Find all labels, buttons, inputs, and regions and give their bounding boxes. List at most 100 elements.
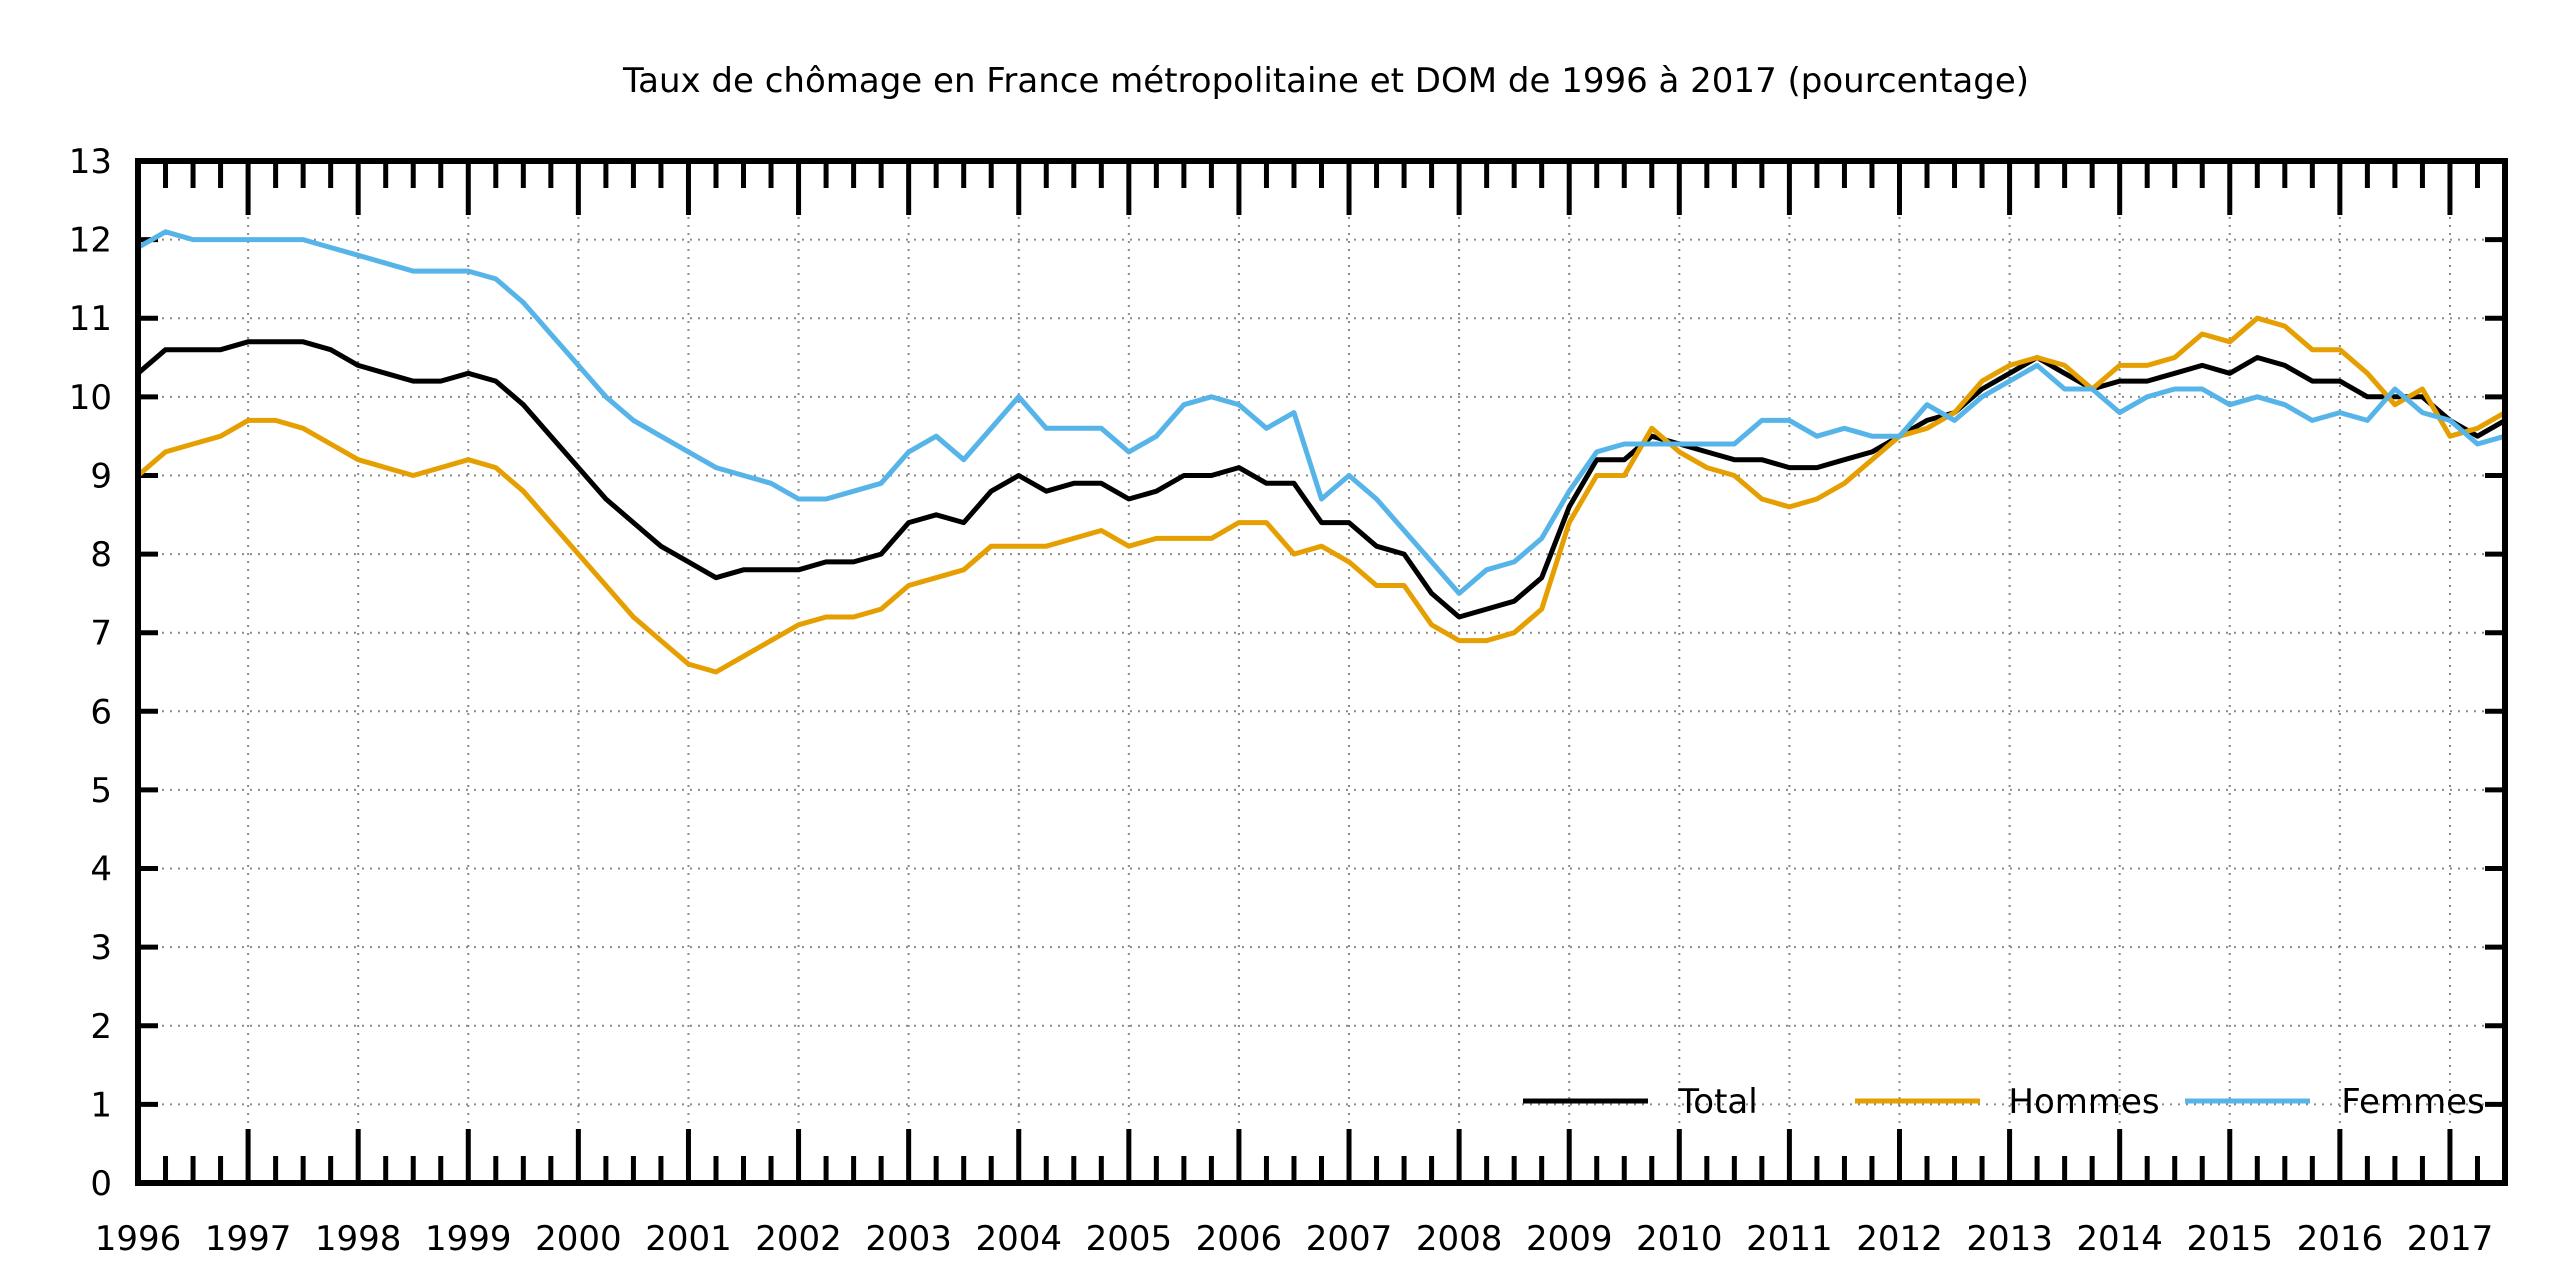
data-point <box>274 418 278 422</box>
data-point <box>1044 544 1048 548</box>
data-point <box>769 481 773 485</box>
data-point <box>1760 497 1764 501</box>
data-point <box>714 670 718 674</box>
data-point <box>219 348 223 352</box>
data-point <box>742 568 746 572</box>
data-point <box>1320 544 1324 548</box>
data-point <box>1347 560 1351 564</box>
x-tick-label: 2017 <box>2407 1219 2494 1259</box>
data-point <box>1237 466 1241 470</box>
data-point <box>1237 521 1241 525</box>
data-point <box>164 348 168 352</box>
data-point <box>1760 458 1764 462</box>
data-point <box>1787 505 1791 509</box>
data-point <box>907 584 911 588</box>
data-point <box>2228 403 2232 407</box>
data-point <box>2393 395 2397 399</box>
data-point <box>631 521 635 525</box>
data-point <box>1320 521 1324 525</box>
data-point <box>164 230 168 234</box>
x-tick-label: 1998 <box>315 1219 402 1259</box>
data-point <box>549 434 553 438</box>
data-point <box>1099 529 1103 533</box>
data-point <box>714 466 718 470</box>
data-point <box>1540 576 1544 580</box>
data-point <box>2448 418 2452 422</box>
data-point <box>2338 348 2342 352</box>
data-point <box>521 403 525 407</box>
data-point <box>2476 442 2480 446</box>
data-point <box>1292 411 1296 415</box>
data-point <box>989 544 993 548</box>
x-tick-label: 2012 <box>1856 1219 1943 1259</box>
data-point <box>2063 363 2067 367</box>
data-point <box>2393 403 2397 407</box>
data-point <box>824 615 828 619</box>
legend-item-hommes: Hommes <box>1855 1082 2160 1122</box>
data-point <box>2310 379 2314 383</box>
x-tick-label: 1996 <box>95 1219 182 1259</box>
data-point <box>2283 324 2287 328</box>
data-point <box>1540 536 1544 540</box>
data-point <box>2008 371 2012 375</box>
y-tick-label: 10 <box>69 378 112 418</box>
data-point <box>1017 395 1021 399</box>
data-point <box>2008 379 2012 383</box>
data-point <box>1375 584 1379 588</box>
chart-title: Taux de chômage en France métropolitaine… <box>622 61 2029 101</box>
data-point <box>2283 403 2287 407</box>
data-point <box>1870 450 1874 454</box>
data-point <box>1650 442 1654 446</box>
data-point <box>2310 418 2314 422</box>
data-point <box>2255 395 2259 399</box>
data-point <box>1154 489 1158 493</box>
data-point <box>1842 426 1846 430</box>
data-point <box>1485 639 1489 643</box>
data-point <box>604 584 608 588</box>
y-tick-label: 5 <box>90 771 112 811</box>
data-point <box>2476 426 2480 430</box>
data-point <box>1292 552 1296 556</box>
data-point <box>411 474 415 478</box>
data-point <box>1705 442 1709 446</box>
data-point <box>2338 379 2342 383</box>
x-axis-labels: 1996 1997 1998 1999 2000 2001 2002 2003 2004 2005… <box>95 1219 2493 1259</box>
x-tick-label: 2013 <box>1966 1219 2053 1259</box>
data-point <box>1127 450 1131 454</box>
data-point <box>1567 489 1571 493</box>
data-point <box>1237 403 1241 407</box>
data-point <box>301 340 305 344</box>
data-point <box>246 238 250 242</box>
data-point <box>1705 450 1709 454</box>
data-point <box>2118 363 2122 367</box>
data-point <box>1375 544 1379 548</box>
data-point <box>1402 529 1406 533</box>
data-point <box>219 238 223 242</box>
data-point <box>219 434 223 438</box>
data-point <box>1430 560 1434 564</box>
data-point <box>549 332 553 336</box>
data-point <box>797 497 801 501</box>
plot-frame <box>135 158 2508 1186</box>
x-tick-label: 2016 <box>2297 1219 2384 1259</box>
data-point <box>604 395 608 399</box>
data-point <box>2365 395 2369 399</box>
data-point <box>1127 544 1131 548</box>
x-tick-label: 2002 <box>755 1219 842 1259</box>
y-tick-label: 2 <box>90 1007 112 1047</box>
y-tick-label: 4 <box>90 850 112 890</box>
data-point <box>1815 466 1819 470</box>
data-point <box>1732 474 1736 478</box>
axis-ticks <box>135 158 2505 1186</box>
data-point <box>1980 395 1984 399</box>
data-point <box>191 238 195 242</box>
data-point <box>2200 332 2204 336</box>
data-point <box>631 615 635 619</box>
data-point <box>769 568 773 572</box>
data-point <box>1842 481 1846 485</box>
series-hommes <box>135 315 2508 675</box>
y-tick-label: 3 <box>90 928 112 968</box>
x-tick-label: 2000 <box>535 1219 622 1259</box>
data-point <box>1182 403 1186 407</box>
data-point <box>1072 426 1076 430</box>
